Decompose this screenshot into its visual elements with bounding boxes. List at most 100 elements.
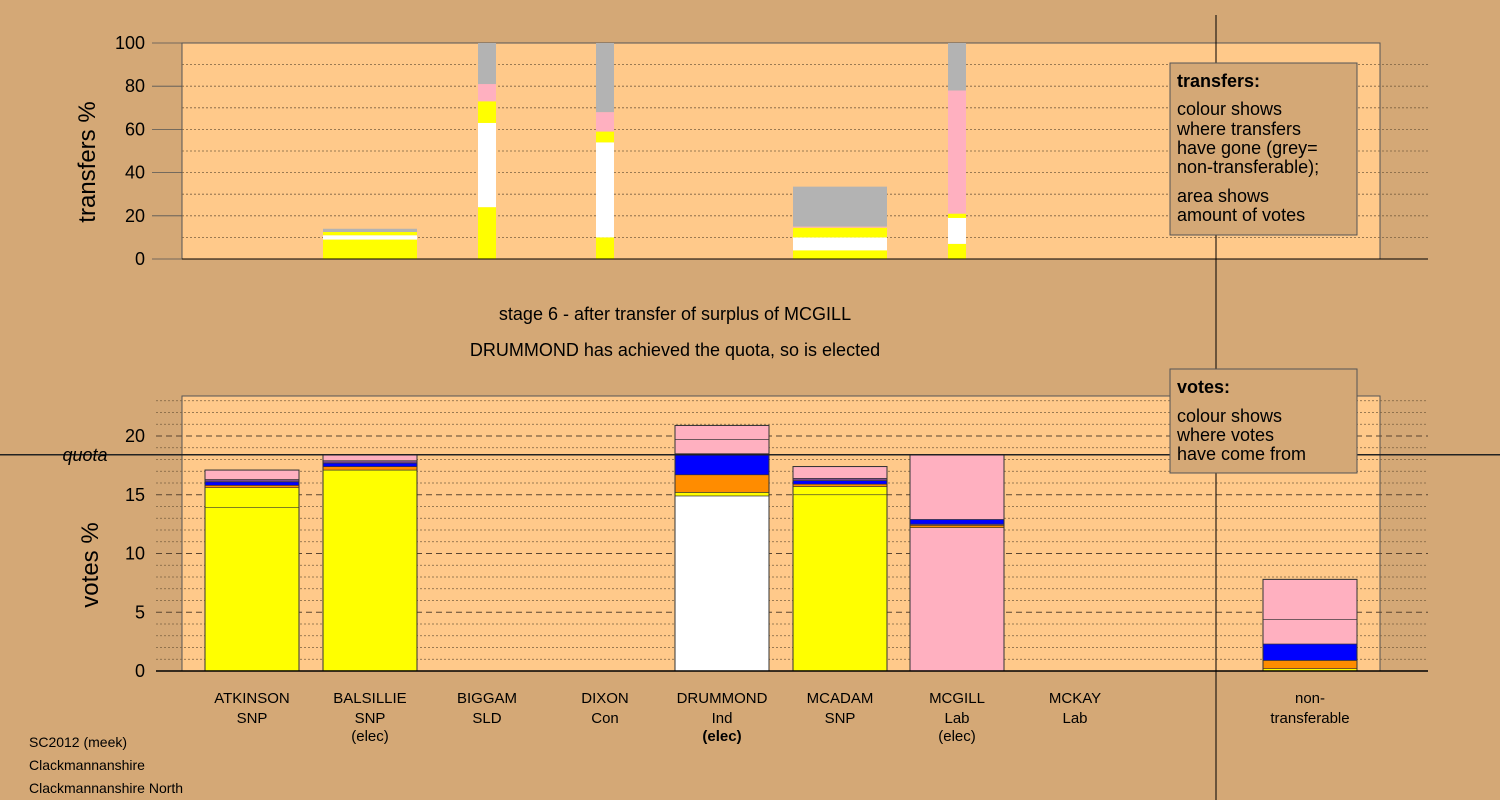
votes-bar-segment (204, 481, 300, 486)
transfers-bar-segment (596, 237, 614, 259)
transfers-legend: transfers: colour shows where transfers … (1169, 62, 1358, 236)
transfers-legend-line: non-transferable); (1177, 157, 1319, 177)
candidate-name: DIXON (581, 690, 629, 707)
candidate-party: Lab (1062, 710, 1087, 727)
transfers-legend-line: have gone (grey= (1177, 138, 1318, 158)
votes-tick-label: 20 (125, 426, 145, 446)
votes-bar-segment (204, 485, 300, 489)
votes-bar-segment (674, 453, 770, 476)
votes-legend-line: have come from (1177, 444, 1306, 464)
transfers-bar-segment (596, 142, 614, 238)
votes-bar-segment (1262, 643, 1358, 661)
transfers-legend-line: area shows (1177, 186, 1269, 206)
candidate-name: MCKAY (1049, 690, 1101, 707)
votes-bar-segment (792, 466, 888, 479)
votes-bar-segment (322, 454, 418, 461)
votes-bars (204, 424, 1358, 672)
votes-legend-title: votes: (1177, 377, 1230, 397)
footer-election: SC2012 (meek) (29, 734, 127, 750)
votes-bar-segment (322, 462, 418, 467)
votes-bar-segment (322, 460, 418, 464)
votes-bar-segment (792, 480, 888, 485)
transfers-bar-segment (596, 112, 614, 132)
votes-bar-segment (204, 507, 300, 672)
votes-panel: 0 5 10 15 20 votes % quota ATKINSON SNP BALSIL… (0, 395, 1500, 745)
candidate-party: Lab (944, 710, 969, 727)
candidate-party: SLD (472, 710, 501, 727)
candidate-name: MCADAM (807, 690, 874, 707)
votes-bar-segment (674, 495, 770, 672)
transfers-bar-segment (793, 250, 887, 259)
votes-tick-label: 15 (125, 485, 145, 505)
votes-bar-segment (792, 494, 888, 672)
votes-bar-segment (909, 524, 1005, 528)
transfers-bar-segment (793, 237, 887, 251)
transfers-tick-label: 0 (135, 249, 145, 269)
transfers-bar-segment (948, 243, 966, 259)
votes-tick-label: 10 (125, 544, 145, 564)
candidate-name: MCGILL (929, 690, 985, 707)
votes-bar-segment (1262, 618, 1358, 645)
footer-council: Clackmannanshire (29, 757, 145, 773)
votes-bar-segment (909, 454, 1005, 520)
transfers-y-ticks: 0 20 40 60 80 100 (115, 33, 182, 269)
candidate-party: SNP (237, 710, 268, 727)
transfers-bar-segment (948, 90, 966, 214)
candidate-name: BALSILLIE (333, 690, 406, 707)
nontransferable-label: transferable (1270, 710, 1349, 727)
transfers-legend-title: transfers: (1177, 71, 1260, 91)
transfers-bar-segment (478, 84, 496, 102)
transfers-legend-line: where transfers (1176, 119, 1301, 139)
transfers-bars (323, 43, 966, 259)
votes-bar-segment (204, 479, 300, 483)
transfers-bar-segment (478, 43, 496, 85)
candidate-party: SNP (825, 710, 856, 727)
transfers-legend-line: colour shows (1177, 99, 1282, 119)
transfers-bar-segment (596, 131, 614, 143)
transfers-bar-segment (793, 226, 887, 228)
transfers-tick-label: 20 (125, 206, 145, 226)
transfers-tick-label: 40 (125, 163, 145, 183)
votes-legend-box (1169, 368, 1358, 474)
transfers-bar-segment (323, 232, 417, 236)
votes-bar-segment (204, 469, 300, 480)
transfers-bar-segment (948, 213, 966, 218)
candidate-labels: ATKINSON SNP BALSILLIE SNP (elec) BIGGAM SLD DI… (214, 690, 1349, 745)
transfers-bar-segment (948, 43, 966, 91)
transfers-bar-segment (323, 239, 417, 259)
candidate-name: ATKINSON (214, 690, 290, 707)
transfers-bar-segment (478, 122, 496, 208)
votes-bar-segment (1262, 660, 1358, 669)
transfers-tick-label: 80 (125, 76, 145, 96)
election-status: DRUMMOND has achieved the quota, so is e… (470, 340, 880, 360)
nontransferable-label: non- (1295, 690, 1325, 707)
votes-bar-segment (674, 425, 770, 440)
votes-bar-segment (322, 466, 418, 471)
votes-bar-segment (909, 527, 1005, 672)
votes-bar-segment (204, 487, 300, 508)
stage-description: stage 6 - after transfer of surplus of M… (499, 304, 851, 324)
votes-bar-segment (674, 439, 770, 454)
votes-bar-segment (1262, 579, 1358, 620)
transfers-bar-segment (793, 186, 887, 227)
candidate-elected-note: (elec) (938, 728, 976, 745)
transfers-legend-line: amount of votes (1177, 205, 1305, 225)
votes-tick-label: 0 (135, 661, 145, 681)
footer-ward: Clackmannanshire North (29, 780, 183, 796)
votes-bar-segment (792, 483, 888, 487)
votes-legend-line: where votes (1176, 425, 1274, 445)
transfers-bar-segment (323, 235, 417, 240)
transfers-bar-segment (323, 228, 417, 232)
transfers-bar-segment (478, 207, 496, 259)
quota-label: quota (62, 445, 107, 465)
votes-bar-segment (674, 474, 770, 493)
transfers-y-axis-title: transfers % (74, 101, 101, 222)
votes-bar-segment (322, 469, 418, 672)
candidate-party: SNP (355, 710, 386, 727)
votes-bar-segment (674, 492, 770, 497)
candidate-name: BIGGAM (457, 690, 517, 707)
votes-bar-segment (909, 519, 1005, 525)
candidate-party: Ind (712, 710, 733, 727)
votes-bar-segment (792, 477, 888, 481)
candidate-elected-note: (elec) (702, 728, 741, 745)
